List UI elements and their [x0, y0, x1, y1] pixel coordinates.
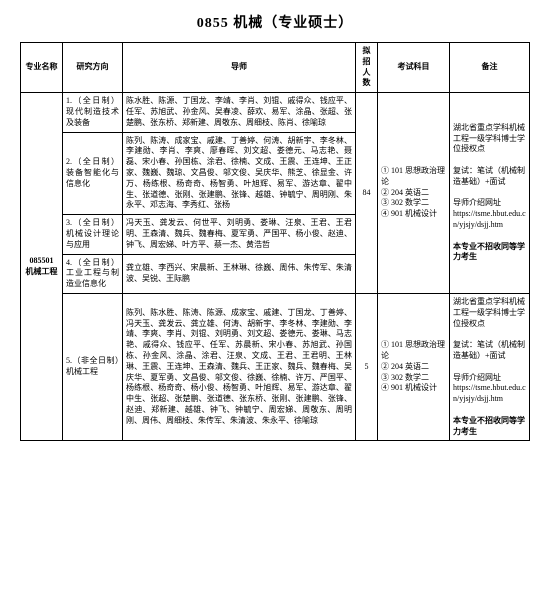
- note-cell: 湖北省重点学科机械工程一级学科博士学位授权点 复试：笔试（机械制造基础）+面试 …: [450, 293, 530, 440]
- direction-cell: 1.（全日制）现代制造技术及装备: [63, 93, 123, 132]
- table-row: 085501 机械工程 1.（全日制）现代制造技术及装备 陈水胜、陈源、丁国龙、…: [21, 93, 530, 132]
- exam-cell: ① 101 思想政治理论 ② 204 英语二 ③ 302 数学二 ④ 901 机…: [378, 293, 450, 440]
- note-review: 复试：笔试（机械制造基础）+面试: [453, 166, 526, 188]
- table-row: 5.（非全日制）机械工程 陈列、陈水胜、陈涛、陈源、成家宝、戚建、丁国龙、丁善婷…: [21, 293, 530, 440]
- major-code: 085501: [30, 256, 54, 265]
- quota-cell: 5: [356, 293, 378, 440]
- note-link-label: 导师介绍网址: [453, 373, 526, 384]
- advisor-cell: 陈列、陈涛、成家宝、戚建、丁善婷、何涛、胡新宇、李冬林、李建勋、李肖、李爽、廖春…: [123, 132, 356, 215]
- major-cell: 085501 机械工程: [21, 93, 63, 441]
- col-header-advisor: 导师: [123, 43, 356, 93]
- col-header-exam: 考试科目: [378, 43, 450, 93]
- advisor-cell: 冯天玉、龚发云、何世平、刘明勇、娄琳、汪泉、王君、王君明、王森清、魏兵、魏春梅、…: [123, 215, 356, 254]
- major-name: 机械工程: [26, 267, 58, 276]
- advisor-cell: 龚立雄、李西兴、宋晨新、王林琳、徐巍、周伟、朱传军、朱清波、吴锐、王际鹏: [123, 254, 356, 293]
- col-header-note: 备注: [450, 43, 530, 93]
- direction-cell: 4.（全日制）工业工程与制造业信息化: [63, 254, 123, 293]
- program-table: 专业名称 研究方向 导师 拟招人数 考试科目 备注 085501 机械工程 1.…: [20, 42, 530, 441]
- exam-cell: ① 101 思想政治理论 ② 204 英语二 ③ 302 数学二 ④ 901 机…: [378, 93, 450, 294]
- exam-line: ④ 901 机械设计: [381, 383, 446, 394]
- direction-cell: 2.（全日制）装备智能化与信息化: [63, 132, 123, 215]
- col-header-majorname: 专业名称: [21, 43, 63, 93]
- quota-cell: 84: [356, 93, 378, 294]
- exam-line: ① 101 思想政治理论: [381, 340, 446, 362]
- note-noequal: 本专业不招收同等学力考生: [453, 242, 526, 264]
- advisor-cell: 陈列、陈水胜、陈涛、陈源、成家宝、戚建、丁国龙、丁善婷、冯天玉、龚发云、龚立雄、…: [123, 293, 356, 440]
- direction-cell: 3.（全日制）机械设计理论与应用: [63, 215, 123, 254]
- col-header-quota: 拟招人数: [356, 43, 378, 93]
- exam-line: ③ 302 数学二: [381, 373, 446, 384]
- note-noequal: 本专业不招收同等学力考生: [453, 416, 526, 438]
- exam-line: ② 204 英语二: [381, 362, 446, 373]
- note-cell: 湖北省重点学科机械工程一级学科博士学位授权点 复试：笔试（机械制造基础）+面试 …: [450, 93, 530, 294]
- advisor-cell: 陈水胜、陈源、丁国龙、李靖、李肖、刘锟、戚得众、钱应平、任军、苏旭武、孙金风、吴…: [123, 93, 356, 132]
- page-container: 0855 机械（专业硕士） 专业名称 研究方向 导师 拟招人数 考试科目 备注: [0, 0, 550, 461]
- exam-line: ① 101 思想政治理论: [381, 166, 446, 188]
- note-grant: 湖北省重点学科机械工程一级学科博士学位授权点: [453, 123, 526, 155]
- note-link-label: 导师介绍网址: [453, 198, 526, 209]
- col-header-direction: 研究方向: [63, 43, 123, 93]
- exam-line: ③ 302 数学二: [381, 198, 446, 209]
- direction-cell: 5.（非全日制）机械工程: [63, 293, 123, 440]
- note-link-url: https://tsme.hbut.edu.cn/yjsjy/dsjj.htm: [453, 383, 526, 405]
- exam-line: ② 204 英语二: [381, 188, 446, 199]
- note-review: 复试：笔试（机械制造基础）+面试: [453, 340, 526, 362]
- note-link-url: https://tsme.hbut.edu.cn/yjsjy/dsjj.htm: [453, 209, 526, 231]
- page-title: 0855 机械（专业硕士）: [20, 12, 530, 32]
- exam-line: ④ 901 机械设计: [381, 209, 446, 220]
- note-grant: 湖北省重点学科机械工程一级学科博士学位授权点: [453, 297, 526, 329]
- table-header-row: 专业名称 研究方向 导师 拟招人数 考试科目 备注: [21, 43, 530, 93]
